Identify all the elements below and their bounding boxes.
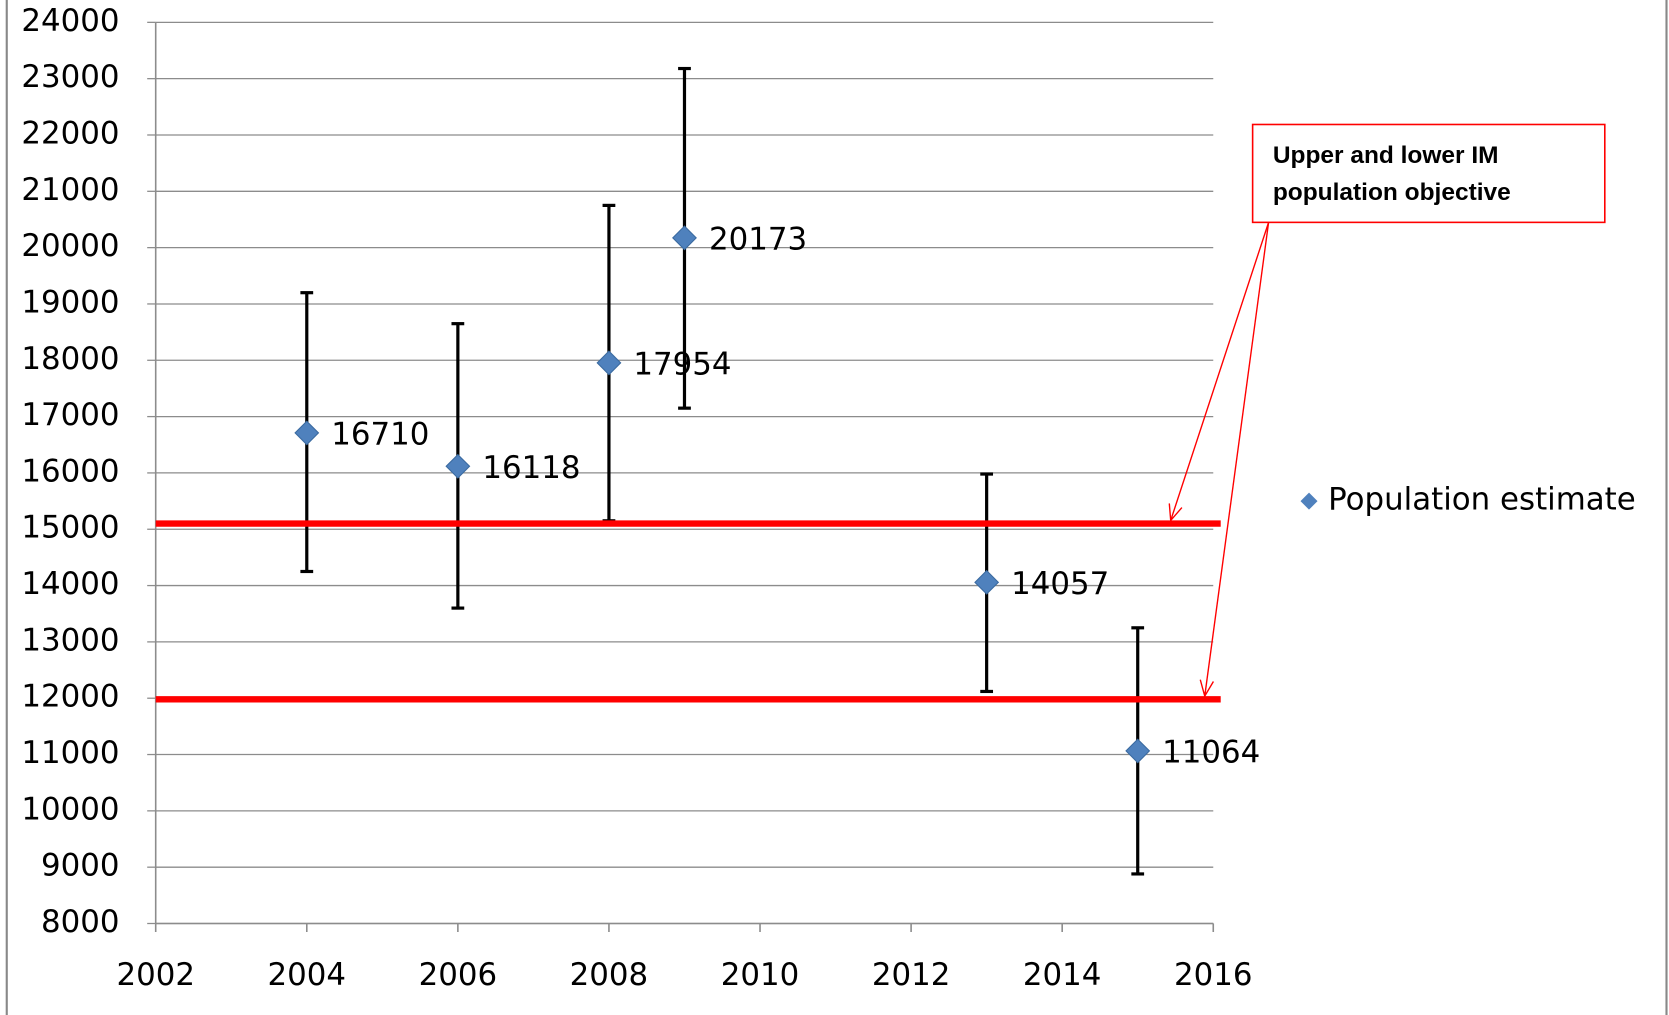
- x-tick-label: 2004: [268, 957, 347, 993]
- x-tick-label: 2006: [419, 957, 498, 993]
- data-point: [974, 569, 1000, 595]
- y-tick-label: 15000: [21, 510, 119, 546]
- y-tick-label: 16000: [21, 453, 119, 489]
- chart-frame: [5, 0, 1668, 1015]
- annotation-arrowhead: [1199, 679, 1215, 698]
- x-tick-label: 2002: [116, 957, 195, 993]
- x-tick-label: 2016: [1174, 957, 1252, 993]
- annotation-arrowhead: [1168, 503, 1183, 523]
- data-label: 17954: [633, 347, 731, 383]
- x-tick-label: 2012: [872, 957, 951, 993]
- y-tick-label: 17000: [21, 397, 119, 433]
- y-tick-label: 10000: [21, 791, 119, 827]
- y-tick-label: 13000: [21, 622, 119, 658]
- y-tick-label: 11000: [21, 735, 119, 771]
- annotation-box: [1251, 123, 1606, 224]
- y-tick-label: 12000: [21, 679, 119, 715]
- x-tick-label: 2010: [721, 957, 800, 993]
- data-label: 16710: [331, 417, 429, 453]
- y-tick-label: 20000: [21, 228, 119, 264]
- legend-label: Population estimate: [1328, 482, 1636, 518]
- data-label: 16118: [482, 450, 580, 486]
- y-tick-label: 8000: [41, 904, 120, 940]
- annotation-arrow: [1170, 222, 1270, 521]
- data-point: [1125, 738, 1151, 764]
- y-tick-label: 19000: [21, 284, 119, 320]
- data-point: [596, 350, 622, 376]
- x-tick-label: 2014: [1023, 957, 1102, 993]
- data-point: [294, 420, 320, 446]
- x-tick-label: 2008: [570, 957, 649, 993]
- data-label: 14057: [1011, 566, 1109, 602]
- annotation-text: Upper and lower IM: [1273, 142, 1499, 169]
- y-tick-label: 14000: [21, 566, 119, 602]
- data-point: [672, 225, 697, 251]
- y-tick-label: 18000: [21, 341, 119, 377]
- legend-marker: [1300, 492, 1318, 510]
- y-tick-label: 23000: [21, 59, 119, 95]
- data-label: 11064: [1162, 735, 1260, 771]
- y-tick-label: 22000: [21, 115, 119, 151]
- data-label: 20173: [709, 222, 807, 258]
- y-tick-label: 9000: [41, 848, 120, 884]
- y-tick-label: 24000: [21, 3, 119, 39]
- annotation-text: population objective: [1273, 179, 1511, 206]
- y-tick-label: 21000: [21, 172, 119, 208]
- data-point: [445, 453, 471, 479]
- annotation-arrow: [1204, 222, 1270, 697]
